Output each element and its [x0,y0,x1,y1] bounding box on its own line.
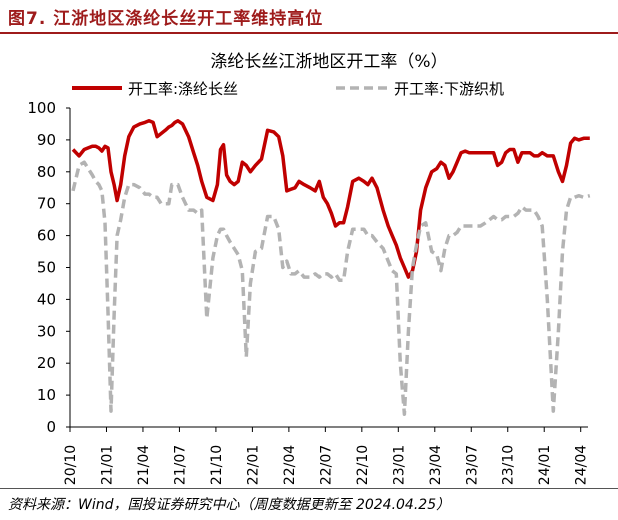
y-tick-label: 0 [46,418,56,436]
x-tick-label: 24/01 [537,445,553,485]
x-tick-label: 22/01 [245,445,261,485]
x-tick-label: 24/04 [574,445,590,485]
y-tick-label: 40 [37,290,56,308]
y-tick-label: 20 [37,354,56,372]
line-chart: 涤纶长丝江浙地区开工率（%） 开工率:涤纶长丝 开工率:下游织机 0 10 20 30 40 5… [27,52,591,485]
figure-footer: 资料来源：Wind，国投证券研究中心（周度数据更新至 2024.04.25） [0,488,618,520]
legend-label: 开工率:涤纶长丝 [128,80,238,98]
legend-label: 开工率:下游织机 [394,80,504,98]
y-tick-label: 100 [27,99,56,117]
y-tick-label: 50 [37,259,56,277]
x-tick-label: 22/10 [355,445,371,485]
x-tick-label: 20/10 [63,445,79,485]
y-tick-label: 70 [37,195,56,213]
y-tick-label: 90 [37,131,56,149]
figure-header: 图7. 江浙地区涤纶长丝开工率维持高位 [0,0,618,34]
y-tick-label: 80 [37,163,56,181]
x-tick-label: 22/04 [282,445,298,485]
x-tick-label: 22/07 [318,445,334,485]
y-tick-label: 30 [37,322,56,340]
chart-title: 涤纶长丝江浙地区开工率（%） [210,52,447,72]
series-line-polyester-filament [71,119,590,279]
x-tick-label: 21/04 [136,445,152,485]
source-note: 资料来源：Wind，国投证券研究中心（周度数据更新至 2024.04.25） [8,497,451,513]
figure-title: 图7. 江浙地区涤纶长丝开工率维持高位 [8,9,324,29]
x-tick-label: 23/07 [464,445,480,485]
x-tick-label: 21/07 [172,445,188,485]
y-tick-label: 10 [37,386,56,404]
x-tick-label: 21/01 [99,445,115,485]
y-tick-label: 60 [37,227,56,245]
x-tick-label: 23/10 [501,445,517,485]
x-tick-label: 21/10 [209,445,225,485]
x-tick-label: 23/01 [391,445,407,485]
x-tick-label: 23/04 [428,445,444,485]
series-line-downstream-loom [71,160,591,416]
